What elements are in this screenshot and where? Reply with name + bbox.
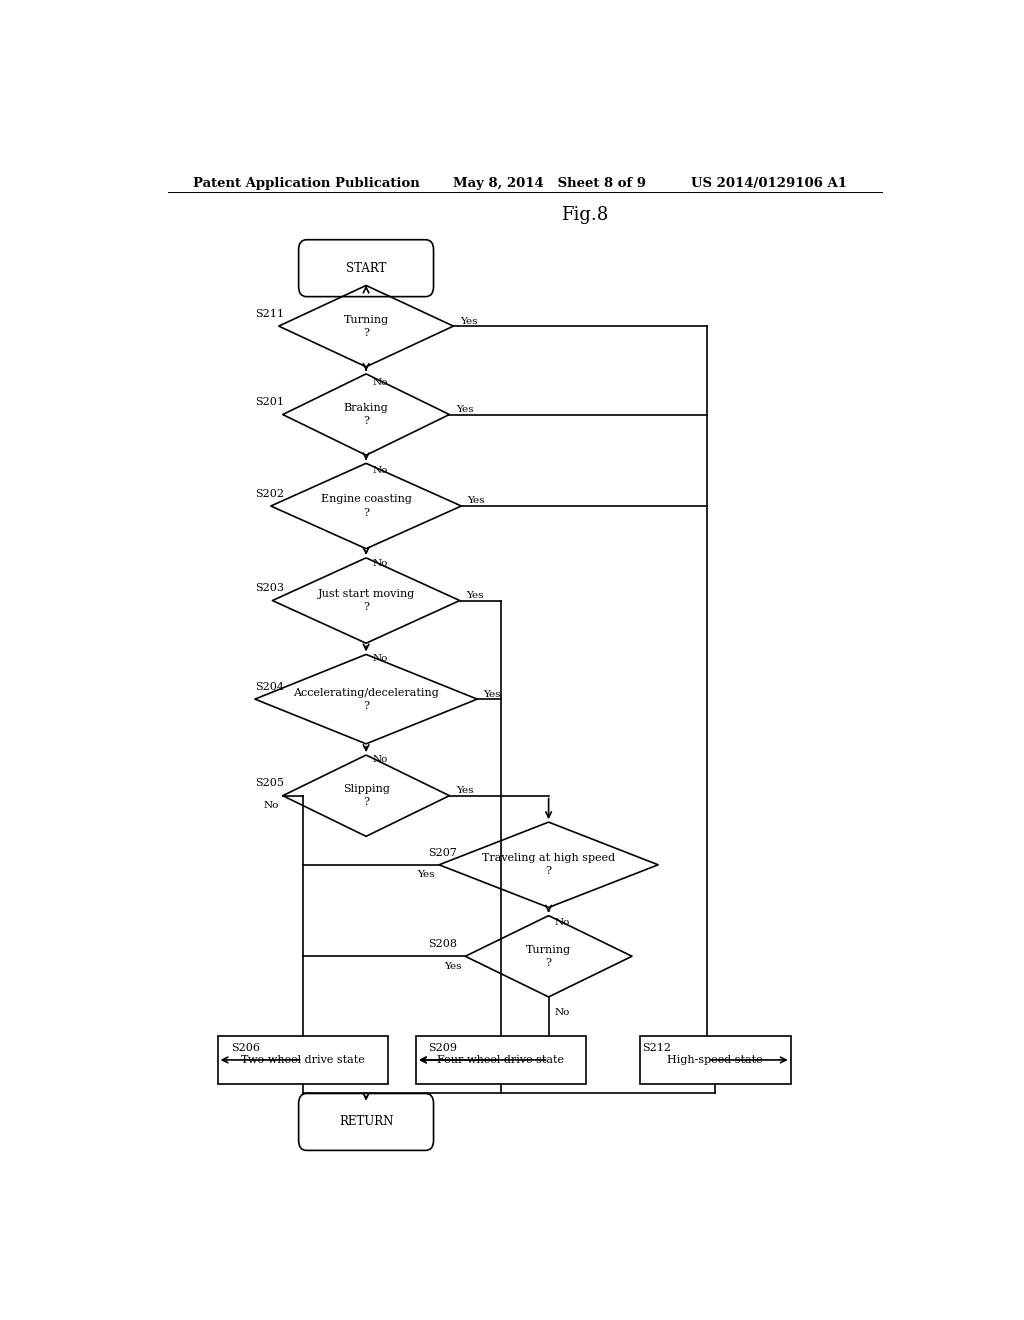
Text: Yes: Yes — [443, 962, 462, 972]
Text: S203: S203 — [255, 583, 284, 593]
Text: No: No — [373, 466, 388, 475]
Text: No: No — [555, 919, 570, 927]
Text: No: No — [373, 653, 388, 663]
Text: No: No — [373, 378, 388, 387]
Text: Patent Application Publication: Patent Application Publication — [194, 177, 420, 190]
Text: Engine coasting
?: Engine coasting ? — [321, 495, 412, 517]
Text: Yes: Yes — [456, 787, 473, 795]
Text: S208: S208 — [428, 939, 457, 949]
FancyBboxPatch shape — [299, 240, 433, 297]
Text: S207: S207 — [428, 847, 457, 858]
Text: Yes: Yes — [460, 317, 477, 326]
Text: No: No — [373, 560, 388, 569]
Text: S204: S204 — [255, 682, 284, 692]
Text: S201: S201 — [255, 397, 284, 408]
Text: Yes: Yes — [483, 689, 501, 698]
Text: No: No — [263, 801, 279, 810]
Text: Fig.8: Fig.8 — [561, 206, 608, 224]
Text: No: No — [373, 755, 388, 763]
Bar — [218, 1036, 387, 1084]
Text: US 2014/0129106 A1: US 2014/0129106 A1 — [691, 177, 848, 190]
Text: S205: S205 — [255, 779, 284, 788]
Text: Slipping
?: Slipping ? — [343, 784, 389, 808]
Bar — [640, 1036, 791, 1084]
Text: Traveling at high speed
?: Traveling at high speed ? — [482, 853, 615, 876]
Text: Four-wheel drive state: Four-wheel drive state — [437, 1055, 564, 1065]
Text: Braking
?: Braking ? — [344, 403, 388, 426]
Text: Yes: Yes — [456, 405, 473, 414]
Text: S202: S202 — [255, 488, 284, 499]
Text: START: START — [346, 261, 386, 275]
Text: Yes: Yes — [468, 496, 485, 506]
Text: S206: S206 — [231, 1043, 260, 1053]
Text: Turning
?: Turning ? — [343, 314, 389, 338]
Text: S212: S212 — [642, 1043, 672, 1053]
Text: S209: S209 — [428, 1043, 457, 1053]
Text: No: No — [555, 1007, 570, 1016]
Text: RETURN: RETURN — [339, 1115, 393, 1129]
Text: Yes: Yes — [418, 870, 435, 879]
Text: Two-wheel drive state: Two-wheel drive state — [241, 1055, 365, 1065]
Text: Yes: Yes — [466, 591, 483, 601]
Text: May 8, 2014   Sheet 8 of 9: May 8, 2014 Sheet 8 of 9 — [454, 177, 646, 190]
Text: High-speed state: High-speed state — [668, 1055, 763, 1065]
FancyBboxPatch shape — [299, 1093, 433, 1151]
Bar — [416, 1036, 586, 1084]
Text: S211: S211 — [255, 309, 284, 319]
Text: Accelerating/decelerating
?: Accelerating/decelerating ? — [293, 688, 439, 710]
Text: Just start moving
?: Just start moving ? — [317, 589, 415, 612]
Text: Turning
?: Turning ? — [526, 945, 571, 968]
